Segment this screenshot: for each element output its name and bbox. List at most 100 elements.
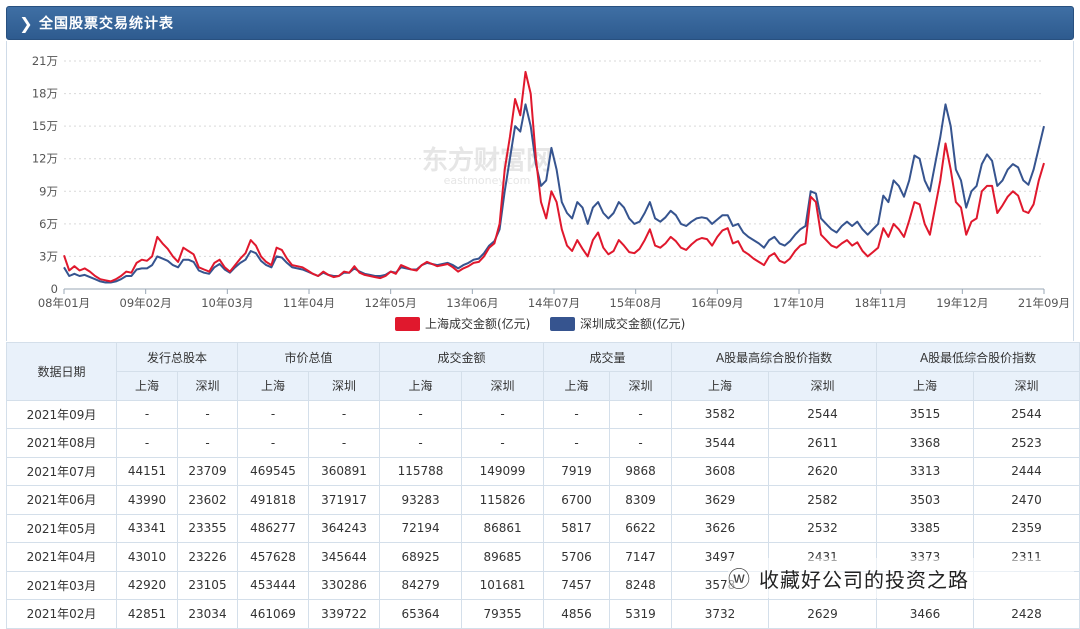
value-cell: -: [609, 399, 673, 429]
col-subheader[interactable]: 上海: [237, 371, 310, 401]
col-subheader[interactable]: 深圳: [973, 371, 1080, 401]
x-tick-label: 11年04月: [283, 296, 335, 310]
value-cell: 43990: [116, 485, 178, 515]
series-line: [63, 70, 1045, 283]
value-cell: 371917: [308, 485, 381, 515]
value-cell: 5319: [609, 599, 673, 629]
value-cell: 8248: [609, 570, 673, 600]
value-cell: -: [543, 399, 611, 429]
y-tick-label: 3万: [39, 249, 58, 263]
col-group-header[interactable]: 成交金额: [379, 342, 545, 372]
value-cell: 7919: [543, 456, 611, 486]
value-cell: 8309: [609, 485, 673, 515]
value-cell: 43341: [116, 513, 178, 543]
legend-swatch: [395, 317, 420, 331]
col-subheader[interactable]: 上海: [543, 371, 611, 401]
value-cell: 345644: [308, 542, 381, 572]
value-cell: 330286: [308, 570, 381, 600]
date-cell: 2021年03月: [6, 570, 117, 600]
date-cell: 2021年08月: [6, 428, 117, 458]
value-cell: 79355: [461, 599, 545, 629]
y-tick-label: 9万: [39, 184, 58, 198]
table-row: 2021年04月 43010 23226 457628 345644 68925 89685…: [6, 542, 1080, 572]
col-group-header[interactable]: A股最低综合股价指数: [876, 342, 1080, 372]
value-cell: 453444: [237, 570, 310, 600]
col-date-header[interactable]: 数据日期: [6, 342, 117, 401]
value-cell: -: [461, 399, 545, 429]
x-tick-label: 10年03月: [201, 296, 253, 310]
table-row: 2021年05月 43341 23355 486277 364243 72194 86861…: [6, 513, 1080, 543]
y-tick-label: 6万: [39, 217, 58, 231]
x-tick-label: 15年08月: [610, 296, 662, 310]
value-cell: 6700: [543, 485, 611, 515]
x-tick-label: 09年02月: [120, 296, 172, 310]
x-tick-label: 14年07月: [528, 296, 580, 310]
date-cell: 2021年04月: [6, 542, 117, 572]
value-cell: 68925: [379, 542, 463, 572]
watermark-domain: eastmoney.com: [444, 174, 531, 187]
x-tick-label: 21年09月: [1018, 296, 1070, 310]
y-tick-label: 18万: [32, 87, 58, 101]
value-cell: 2611: [768, 428, 878, 458]
col-subheader[interactable]: 深圳: [768, 371, 878, 401]
value-cell: -: [609, 428, 673, 458]
value-cell: 3626: [671, 513, 770, 543]
legend-label: 上海成交金额(亿元): [425, 316, 530, 331]
wechat-icon: ⓦ: [728, 568, 752, 593]
value-cell: 3608: [671, 456, 770, 486]
col-group-header[interactable]: 成交量: [543, 342, 673, 372]
value-cell: 491818: [237, 485, 310, 515]
legend-swatch: [550, 317, 575, 331]
value-cell: 486277: [237, 513, 310, 543]
col-subheader[interactable]: 深圳: [609, 371, 673, 401]
legend-item[interactable]: 上海成交金额(亿元): [395, 316, 530, 331]
value-cell: 3515: [876, 399, 975, 429]
legend-item[interactable]: 深圳成交金额(亿元): [550, 316, 685, 331]
value-cell: 461069: [237, 599, 310, 629]
value-cell: 115826: [461, 485, 545, 515]
table-row: 2021年02月 42851 23034 461069 339722 65364 79355…: [6, 599, 1080, 629]
col-subheader[interactable]: 上海: [379, 371, 463, 401]
value-cell: 469545: [237, 456, 310, 486]
table-header-row: 数据日期 发行总股本 市价总值 成交金额 成交量 A股最高综合股价指数 A股最低…: [6, 342, 1080, 401]
col-subheader[interactable]: 深圳: [461, 371, 545, 401]
x-tick-label: 19年12月: [936, 296, 988, 310]
value-cell: 3582: [671, 399, 770, 429]
value-cell: 115788: [379, 456, 463, 486]
table-row: 2021年06月 43990 23602 491818 371917 93283 11582…: [6, 485, 1080, 515]
value-cell: 3368: [876, 428, 975, 458]
x-tick-label: 16年09月: [691, 296, 743, 310]
col-group-header[interactable]: A股最高综合股价指数: [671, 342, 878, 372]
value-cell: 7147: [609, 542, 673, 572]
series-line: [63, 103, 1045, 284]
col-subheader[interactable]: 深圳: [308, 371, 381, 401]
table-subheader-row: 上海 深圳 上海 深圳 上海 深圳 上海 深圳 上海 深圳 上海 深圳: [7, 371, 1080, 401]
col-subheader[interactable]: 深圳: [176, 371, 239, 401]
value-cell: 2444: [973, 456, 1080, 486]
col-subheader[interactable]: 上海: [671, 371, 770, 401]
watermark-brand: 东方财富网: [422, 145, 552, 176]
col-subheader[interactable]: 上海: [116, 371, 178, 401]
chevron-right-icon[interactable]: ❯: [19, 13, 33, 33]
value-cell: 339722: [308, 599, 381, 629]
y-tick-label: 12万: [32, 152, 58, 166]
value-cell: 3732: [671, 599, 770, 629]
value-cell: -: [176, 399, 239, 429]
value-cell: -: [461, 428, 545, 458]
x-tick-label: 18年11月: [855, 296, 907, 310]
value-cell: 2470: [973, 485, 1080, 515]
col-group-header[interactable]: 市价总值: [237, 342, 381, 372]
value-cell: 2523: [973, 428, 1080, 458]
col-group-header[interactable]: 发行总股本: [115, 342, 239, 372]
value-cell: 364243: [308, 513, 381, 543]
value-cell: 44151: [116, 456, 178, 486]
legend-label: 深圳成交金额(亿元): [580, 316, 685, 331]
y-tick-label: 0: [51, 282, 58, 296]
value-cell: 3544: [671, 428, 770, 458]
page-title: 全国股票交易统计表: [39, 16, 174, 32]
wechat-watermark: ⓦ 收藏好公司的投资之路: [728, 558, 1074, 598]
value-cell: 65364: [379, 599, 463, 629]
col-subheader[interactable]: 上海: [876, 371, 975, 401]
x-tick-label: 17年10月: [773, 296, 825, 310]
